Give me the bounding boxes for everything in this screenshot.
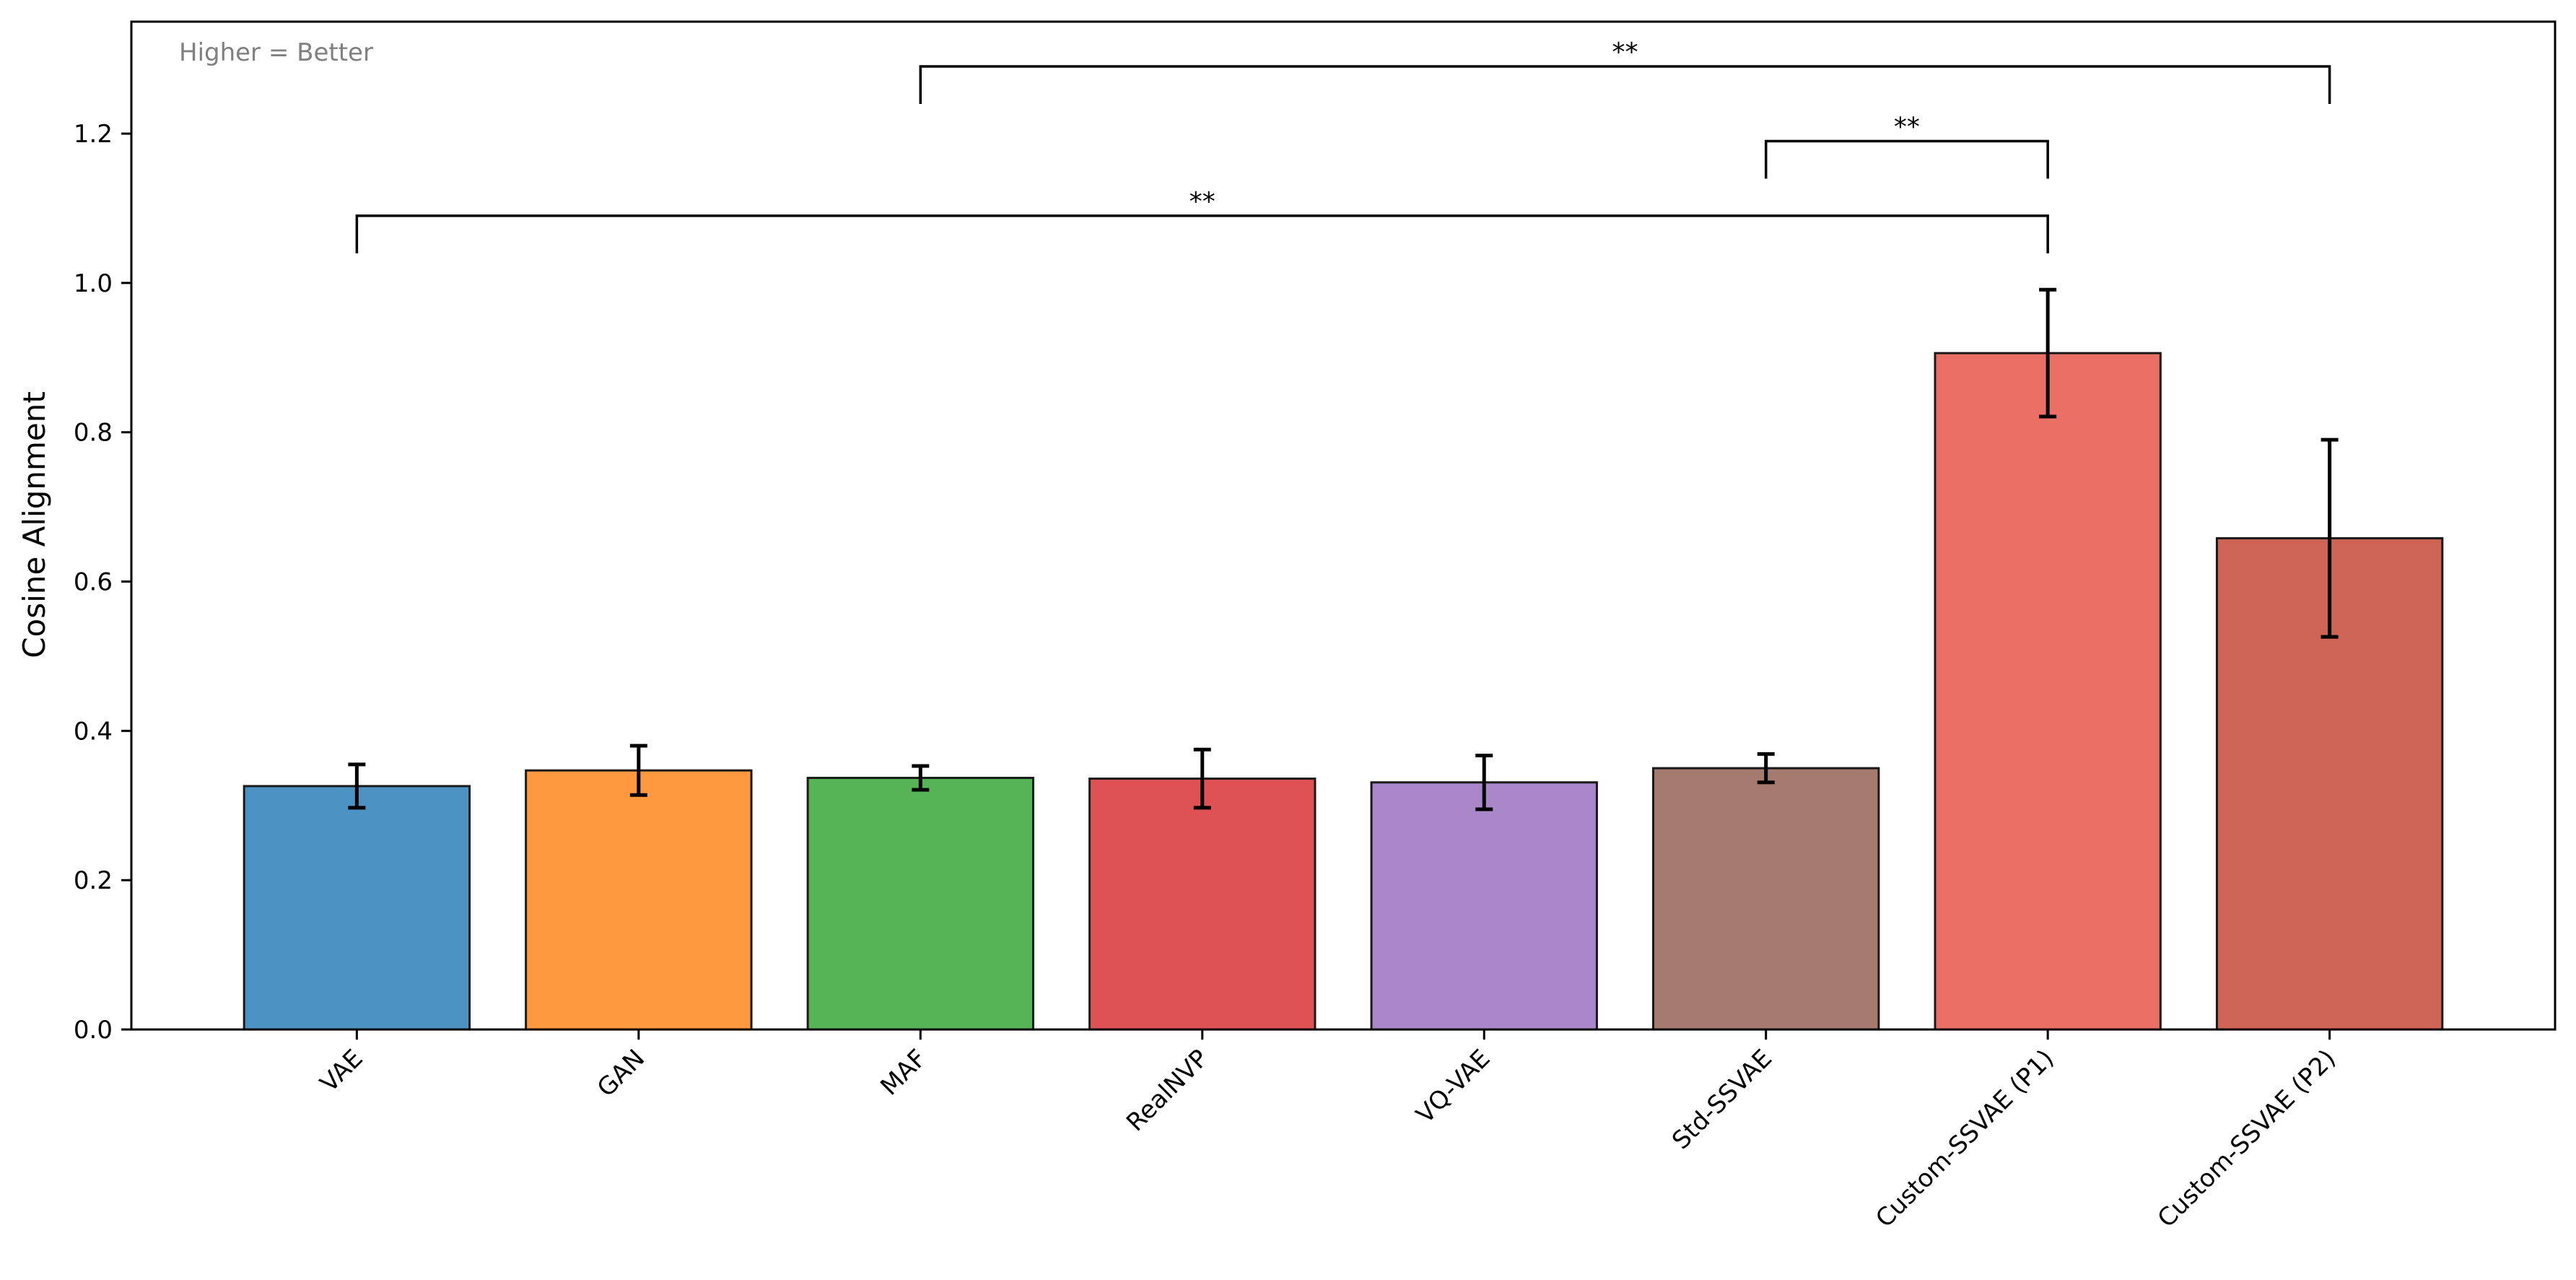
error-bar-3 <box>1193 747 1211 810</box>
significance-bracket-0: ** <box>919 38 2331 105</box>
significance-bracket-1: ** <box>1764 112 2049 179</box>
significance-label: ** <box>1612 38 1638 67</box>
y-tick-label: 0.0 <box>74 1016 113 1045</box>
x-tick-label: VQ-VAE <box>1410 1044 1496 1129</box>
error-bar-1 <box>629 744 647 797</box>
y-tick-label: 0.6 <box>74 568 113 597</box>
error-bar-0 <box>348 762 366 810</box>
axes-layer: 0.0 0.2 0.4 0.6 0.8 1.0 1.2 VAE GAN MAF RealNVP VQ-… <box>74 20 2557 1233</box>
x-tick-label: Custom-SSVAE (P2) <box>2152 1044 2341 1233</box>
significance-layer: ** ** ** <box>355 38 2331 253</box>
higher-better-annotation: Higher = Better <box>179 38 373 67</box>
bar-custom-ssvae-p1 <box>1934 352 2162 1031</box>
y-tick-label: 0.4 <box>74 717 113 746</box>
error-bar-2 <box>912 764 930 792</box>
significance-bracket-line <box>919 65 2331 105</box>
significance-bracket-line <box>355 214 2049 253</box>
significance-bracket-line <box>1764 139 2049 179</box>
bar-realnvp <box>1088 778 1317 1031</box>
significance-label: ** <box>1189 187 1215 217</box>
x-tick-label: Std-SSVAE <box>1667 1044 1778 1155</box>
bar-gan <box>525 769 753 1031</box>
y-tick-label: 0.8 <box>74 419 113 448</box>
error-bar-7 <box>2320 437 2339 639</box>
significance-label: ** <box>1894 112 1920 142</box>
x-tick-label: RealNVP <box>1121 1044 1214 1137</box>
x-tick-label: GAN <box>592 1044 650 1102</box>
y-tick-label: 1.2 <box>74 120 113 149</box>
error-bars-layer <box>348 287 2339 811</box>
bar-vq-vae <box>1370 781 1598 1031</box>
error-bar-4 <box>1475 753 1493 811</box>
significance-bracket-2: ** <box>355 187 2049 253</box>
bar-vae <box>243 785 471 1031</box>
x-tick-label: VAE <box>315 1044 369 1098</box>
plot-frame <box>130 20 2557 1031</box>
x-tick-label: Custom-SSVAE (P1) <box>1870 1044 2059 1233</box>
bars-layer <box>243 352 2444 1031</box>
y-tick-label: 0.2 <box>74 866 113 895</box>
error-bar-6 <box>2039 287 2057 419</box>
x-tick-label: MAF <box>875 1044 932 1101</box>
bar-maf <box>806 777 1034 1031</box>
error-bar-5 <box>1757 752 1775 785</box>
y-tick-label: 1.0 <box>74 269 113 298</box>
y-axis-label: Cosine Alignment <box>17 391 52 658</box>
bar-std-ssvae <box>1652 767 1880 1031</box>
